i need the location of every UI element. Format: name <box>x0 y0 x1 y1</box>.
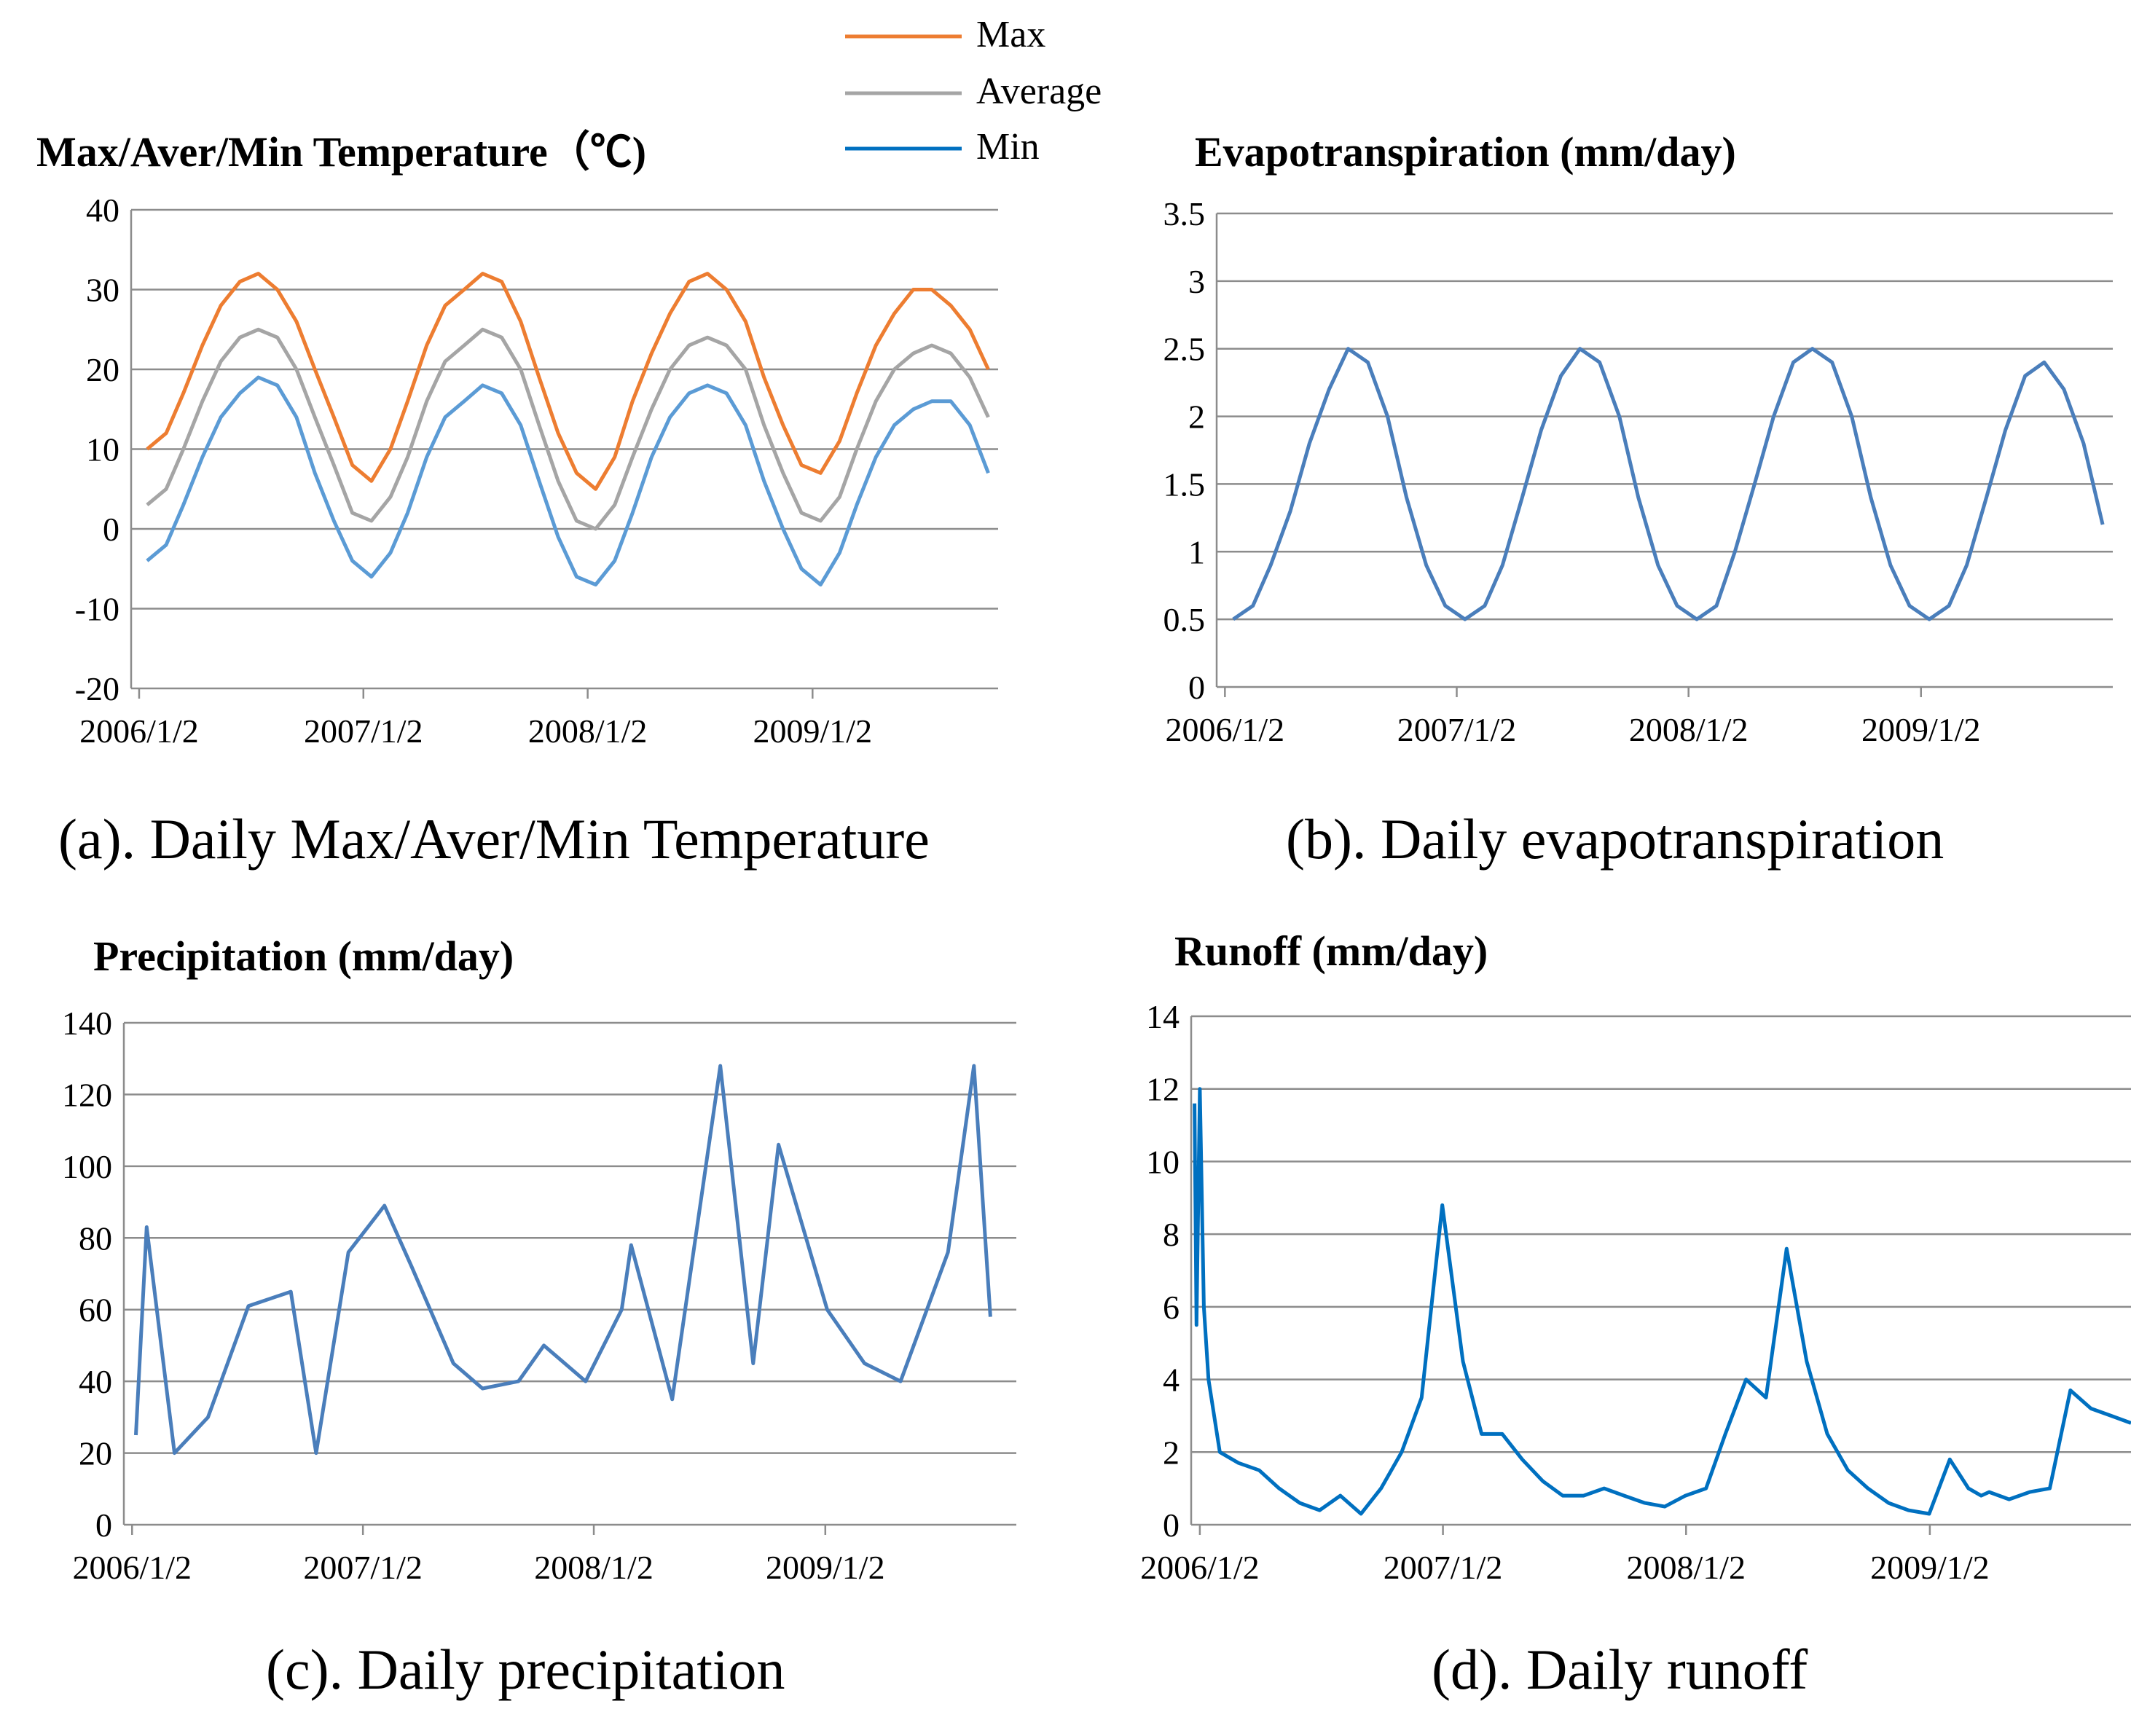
y-tick-label: 0 <box>95 1507 112 1544</box>
series-line-average <box>146 327 990 531</box>
y-tick-label: 2 <box>1188 398 1205 436</box>
legend-label-average: Average <box>976 71 1102 112</box>
series-line-runoff <box>1193 1087 2131 1516</box>
evapotranspiration-chart-title: Evapotranspiration (mm/day) <box>1195 128 1736 176</box>
y-tick-label: 10 <box>86 431 119 468</box>
runoff-caption: (d). Daily runoff <box>1432 1638 1808 1701</box>
x-tick-label: 2009/1/2 <box>753 712 873 750</box>
legend-label-min: Min <box>976 126 1040 168</box>
y-tick-label: 8 <box>1163 1216 1180 1253</box>
y-tick-label: 3.5 <box>1163 195 1206 232</box>
y-tick-label: 3 <box>1188 263 1205 300</box>
x-tick-label: 2006/1/2 <box>73 1549 192 1586</box>
y-tick-label: 10 <box>1146 1143 1180 1180</box>
y-tick-label: 0 <box>1163 1507 1180 1544</box>
temperature-caption: (a). Daily Max/Aver/Min Temperature <box>58 807 930 871</box>
precipitation-panel: Precipitation (mm/day) (c). Daily precip… <box>62 932 1016 1701</box>
runoff-panel: Runoff (mm/day) (d). Daily runoff 14 12 10… <box>1140 927 2131 1701</box>
series-line-min <box>146 375 990 587</box>
series-line-precipitation <box>134 1064 992 1456</box>
series-line-evapotranspiration <box>1232 347 2105 621</box>
x-tick-label: 2007/1/2 <box>303 1549 423 1586</box>
x-tick-label: 2006/1/2 <box>79 712 199 750</box>
x-tick-label: 2006/1/2 <box>1140 1549 1260 1586</box>
x-tick-label: 2007/1/2 <box>1384 1549 1503 1586</box>
x-tick-label: 2008/1/2 <box>528 712 648 750</box>
y-tick-label: 20 <box>86 351 119 388</box>
y-tick-label: 140 <box>62 1005 112 1042</box>
y-tick-label: 14 <box>1146 998 1180 1035</box>
y-tick-label: 120 <box>62 1076 112 1113</box>
x-tick-label: 2009/1/2 <box>1861 711 1981 748</box>
evapotranspiration-panel: Evapotranspiration (mm/day) (b). Daily e… <box>1163 128 2113 871</box>
temperature-panel: Max/Aver/Min Temperature（℃) (a). Daily M… <box>36 128 998 871</box>
y-tick-label: 1 <box>1188 533 1205 570</box>
y-tick-label: 80 <box>79 1219 112 1257</box>
x-tick-label: 2008/1/2 <box>534 1549 654 1586</box>
precipitation-caption: (c). Daily precipitation <box>266 1638 785 1701</box>
y-tick-label: 0.5 <box>1163 601 1206 638</box>
y-tick-label: 1.5 <box>1163 466 1206 503</box>
temperature-chart-title: Max/Aver/Min Temperature（℃) <box>36 128 646 176</box>
x-tick-label: 2006/1/2 <box>1166 711 1285 748</box>
y-tick-label: 2 <box>1163 1434 1180 1471</box>
y-tick-label: 6 <box>1163 1289 1180 1326</box>
y-tick-label: -20 <box>75 670 119 707</box>
y-tick-label: 100 <box>62 1148 112 1185</box>
x-tick-label: 2009/1/2 <box>1870 1549 1990 1586</box>
y-tick-label: 2.5 <box>1163 331 1206 368</box>
x-tick-label: 2008/1/2 <box>1629 711 1749 748</box>
x-tick-label: 2009/1/2 <box>766 1549 885 1586</box>
y-tick-label: 0 <box>1188 669 1205 706</box>
runoff-chart-title: Runoff (mm/day) <box>1174 927 1488 975</box>
legend: Max Average Min <box>845 14 1102 168</box>
y-tick-label: 60 <box>79 1292 112 1329</box>
y-tick-label: 30 <box>86 272 119 309</box>
y-tick-label: 40 <box>86 192 119 229</box>
x-tick-label: 2007/1/2 <box>304 712 423 750</box>
series-line-max <box>146 272 990 491</box>
precipitation-chart-title: Precipitation (mm/day) <box>93 932 514 980</box>
legend-label-max: Max <box>976 14 1045 55</box>
y-tick-label: 12 <box>1146 1071 1180 1108</box>
x-tick-label: 2007/1/2 <box>1397 711 1517 748</box>
y-tick-label: 20 <box>79 1435 112 1472</box>
y-tick-label: 40 <box>79 1363 112 1400</box>
x-tick-label: 2008/1/2 <box>1627 1549 1746 1586</box>
y-tick-label: 4 <box>1163 1362 1180 1399</box>
evapotranspiration-caption: (b). Daily evapotranspiration <box>1286 807 1944 871</box>
y-tick-label: 0 <box>103 511 119 548</box>
y-tick-label: -10 <box>75 591 119 628</box>
